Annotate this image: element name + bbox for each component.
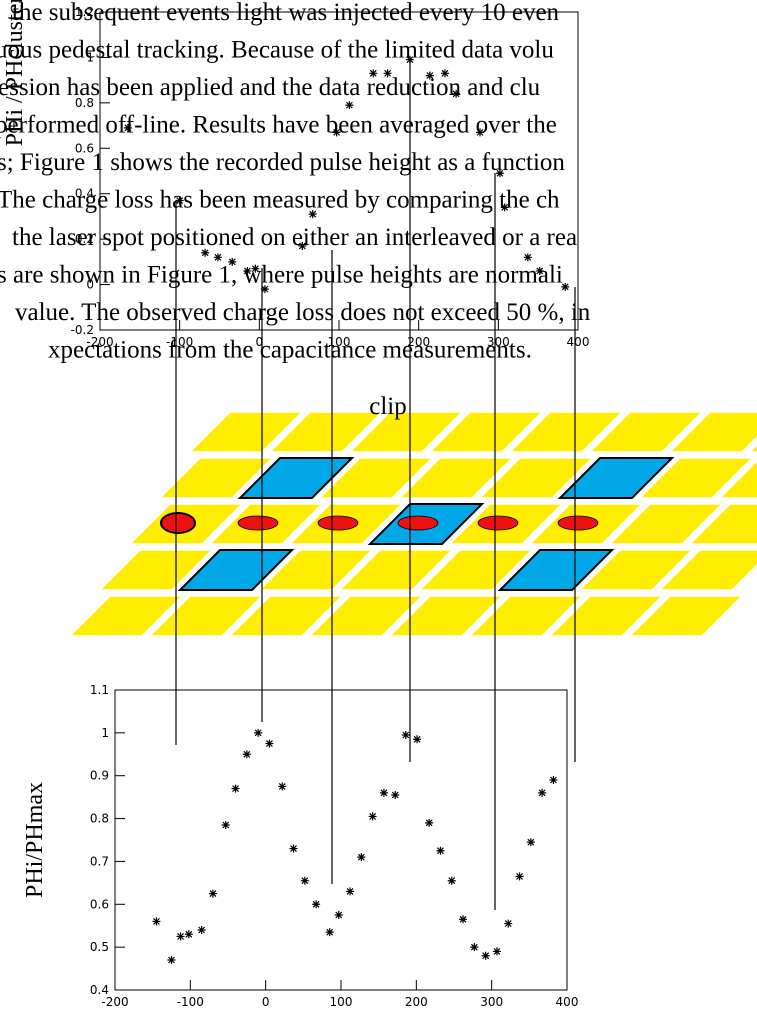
- laser-spot: [478, 516, 518, 530]
- laser-spot: [238, 516, 278, 530]
- laser-spot: [318, 516, 358, 530]
- data-point: [524, 253, 532, 261]
- text-line: s are shown in Figure 1, where pulse hei…: [0, 262, 563, 289]
- data-point: [290, 845, 298, 853]
- data-point: [209, 890, 217, 898]
- data-point: [243, 750, 251, 758]
- data-point: [335, 911, 343, 919]
- data-point: [265, 740, 273, 748]
- data-point: [436, 847, 444, 855]
- data-point: [549, 776, 557, 784]
- data-point: [482, 952, 490, 960]
- text-line: s; Figure 1 shows the recorded pulse hei…: [0, 149, 565, 176]
- data-point: [152, 917, 160, 925]
- text-line: value. The observed charge loss does not…: [15, 299, 591, 326]
- data-point: [232, 785, 240, 793]
- data-point: [278, 782, 286, 790]
- data-point: [345, 101, 353, 109]
- data-point: [254, 729, 262, 737]
- x-tick-label: 100: [330, 995, 353, 1009]
- text-block: the subsequent events light was injected…: [0, 0, 591, 364]
- data-point: [504, 920, 512, 928]
- data-point: [346, 887, 354, 895]
- data-point: [168, 956, 176, 964]
- text-line: ession has been applied and the data red…: [0, 74, 541, 101]
- x-tick-label: 400: [556, 995, 579, 1009]
- y-tick-label: 1.1: [90, 683, 109, 697]
- text-line: uous pedestal tracking. Because of the l…: [0, 37, 554, 64]
- x-tick-label: 300: [480, 995, 503, 1009]
- data-point: [185, 930, 193, 938]
- data-point: [369, 812, 377, 820]
- data-point: [448, 877, 456, 885]
- data-point: [391, 791, 399, 799]
- y-tick-label: 1: [101, 726, 109, 740]
- data-point: [527, 838, 535, 846]
- y-axis-label: PHi/PHmax: [22, 782, 48, 898]
- x-tick-label: -200: [101, 995, 128, 1009]
- data-point: [301, 877, 309, 885]
- y-tick-label: 0.7: [90, 854, 109, 868]
- data-point: [198, 926, 206, 934]
- text-line: the laser spot positioned on either an i…: [12, 224, 577, 251]
- data-point: [470, 943, 478, 951]
- text-line: xpectations from the capacitance measure…: [48, 337, 532, 364]
- data-point: [222, 821, 230, 829]
- laser-spot: [398, 516, 438, 530]
- text-line: The charge loss has been measured by com…: [0, 187, 560, 214]
- data-point: [402, 731, 410, 739]
- y-tick-label: 0.6: [90, 897, 109, 911]
- x-tick-label: 200: [405, 995, 428, 1009]
- text-line: the subsequent events light was injected…: [12, 0, 560, 26]
- data-point: [357, 853, 365, 861]
- data-point: [516, 872, 524, 880]
- data-point: [177, 932, 185, 940]
- y-tick-label: 0.9: [90, 769, 109, 783]
- data-point: [326, 928, 334, 936]
- plot-frame: [115, 690, 567, 990]
- data-point: [493, 947, 501, 955]
- text-line: performed off-line. Results have been av…: [0, 112, 557, 139]
- data-point: [538, 789, 546, 797]
- x-tick-label: -100: [177, 995, 204, 1009]
- data-point: [459, 915, 467, 923]
- data-point: [413, 735, 421, 743]
- y-tick-label: 0.5: [90, 940, 109, 954]
- pixel-diagram: [70, 412, 757, 636]
- diagram-label: clip: [369, 393, 407, 420]
- laser-spot: [558, 516, 598, 530]
- page: clip -0.200.20.40.60.811.2-200-100010020…: [0, 0, 757, 1024]
- data-point: [312, 900, 320, 908]
- data-point: [380, 789, 388, 797]
- laser-spot: [161, 513, 195, 533]
- data-point: [425, 819, 433, 827]
- x-tick-label: 400: [567, 335, 590, 349]
- data-point: [214, 253, 222, 261]
- y-tick-label: 0.8: [90, 812, 109, 826]
- x-tick-label: 0: [262, 995, 270, 1009]
